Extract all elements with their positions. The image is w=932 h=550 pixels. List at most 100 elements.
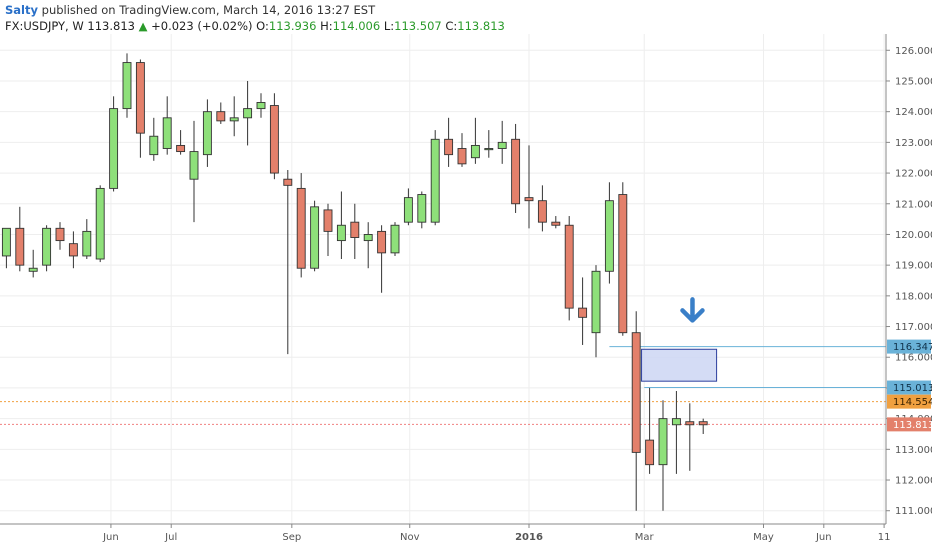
x-tick-label: Sep bbox=[282, 532, 301, 543]
candle-body bbox=[122, 62, 132, 110]
candle-body bbox=[176, 144, 186, 153]
candle-body bbox=[484, 148, 494, 151]
y-tick-label: 122.000 bbox=[895, 169, 932, 180]
x-tick-label: May bbox=[753, 532, 774, 543]
candle-body bbox=[149, 135, 159, 156]
candle-body bbox=[323, 209, 333, 232]
candle-body bbox=[524, 197, 534, 202]
candle-body bbox=[15, 227, 25, 266]
annotation-arrow bbox=[680, 297, 705, 323]
candle-body bbox=[618, 194, 628, 334]
candle-body bbox=[403, 197, 413, 223]
candle-body bbox=[698, 421, 708, 426]
candle-body bbox=[417, 194, 427, 223]
x-tick-label: 2016 bbox=[515, 532, 543, 543]
candle-body bbox=[671, 418, 681, 426]
price-tag-label: 115.013 bbox=[893, 383, 932, 394]
y-tick-label: 118.000 bbox=[895, 291, 932, 302]
candle-body bbox=[350, 221, 360, 238]
x-tick-label: Nov bbox=[400, 532, 420, 543]
candle-body bbox=[283, 178, 293, 186]
open-value: 113.936 bbox=[268, 19, 317, 33]
high-label: H: bbox=[320, 19, 333, 33]
candle-body bbox=[269, 105, 279, 174]
y-tick-label: 121.000 bbox=[895, 199, 932, 210]
candle-body bbox=[229, 117, 239, 122]
grid bbox=[0, 34, 886, 524]
price-tags: 116.347 115.013 114.554 113.813 bbox=[887, 339, 932, 432]
candle-body bbox=[216, 111, 226, 122]
y-tick-label: 123.000 bbox=[895, 138, 932, 149]
candle-body bbox=[109, 108, 119, 189]
candle-body bbox=[390, 224, 400, 254]
low-value: 113.507 bbox=[394, 19, 442, 33]
candle-body bbox=[363, 234, 373, 242]
x-tick-label: Jul bbox=[164, 532, 177, 543]
open-label: O: bbox=[256, 19, 269, 33]
candle-body bbox=[497, 141, 507, 149]
y-tick-label: 120.000 bbox=[895, 230, 932, 241]
price-tag-label: 114.554 bbox=[893, 397, 932, 408]
candle-body bbox=[511, 138, 521, 205]
candle-body bbox=[82, 230, 92, 257]
candle-body bbox=[564, 224, 574, 309]
candle-body bbox=[256, 102, 266, 110]
y-tick-label: 111.000 bbox=[895, 506, 932, 517]
candle-body bbox=[296, 187, 306, 269]
x-tick-label: Mar bbox=[635, 532, 655, 543]
y-tick-label: 116.000 bbox=[895, 353, 932, 364]
candle-body bbox=[202, 111, 212, 156]
candle-body bbox=[310, 206, 320, 269]
candle-body bbox=[162, 117, 172, 149]
y-tick-label: 119.000 bbox=[895, 261, 932, 272]
low-label: L: bbox=[383, 19, 395, 33]
close-value: 113.813 bbox=[457, 19, 505, 33]
candle-body bbox=[1, 227, 11, 257]
x-tick-label: Jun bbox=[102, 532, 119, 543]
supply-zone[interactable] bbox=[641, 348, 718, 382]
candle-body bbox=[444, 138, 454, 156]
symbol-label[interactable]: FX:USDJPY, W bbox=[5, 19, 84, 33]
close-label: C: bbox=[445, 19, 458, 33]
candle-body bbox=[631, 332, 641, 453]
y-tick-label: 113.000 bbox=[895, 445, 932, 456]
candle-body bbox=[243, 108, 253, 119]
last-price: 113.813 bbox=[87, 19, 135, 33]
candle-body bbox=[685, 421, 695, 426]
up-arrow-icon: ▲ bbox=[138, 19, 148, 33]
candle-body bbox=[457, 148, 467, 165]
zone-rectangle[interactable] bbox=[641, 348, 718, 382]
candle-body bbox=[377, 230, 387, 254]
price-tag-label: 113.813 bbox=[893, 420, 932, 431]
candle-body bbox=[42, 227, 52, 266]
price-levels bbox=[0, 346, 886, 425]
price-tag bbox=[887, 380, 931, 395]
candle-body bbox=[645, 439, 655, 466]
down-arrow-icon bbox=[680, 297, 705, 323]
publish-line: Salty published on TradingView.com, Marc… bbox=[5, 3, 375, 17]
author-name[interactable]: Salty bbox=[5, 3, 38, 17]
candle-body bbox=[551, 221, 561, 226]
candle-body bbox=[430, 138, 440, 223]
candles bbox=[1, 53, 708, 511]
candle-body bbox=[28, 267, 38, 272]
ohlc-line: FX:USDJPY, W 113.813 ▲ +0.023 (+0.02%) O… bbox=[5, 19, 505, 33]
y-tick-label: 117.000 bbox=[895, 322, 932, 333]
price-tag-label: 116.347 bbox=[893, 342, 932, 353]
y-tick-label: 112.000 bbox=[895, 476, 932, 487]
price-change: +0.023 (+0.02%) bbox=[151, 19, 253, 33]
x-tick-label: 11 bbox=[878, 532, 891, 543]
candle-body bbox=[578, 307, 588, 318]
candle-body bbox=[336, 224, 346, 242]
y-tick-label: 124.000 bbox=[895, 107, 932, 118]
candle-body bbox=[189, 151, 199, 180]
publish-info: published on TradingView.com, March 14, … bbox=[41, 3, 376, 17]
candle-body bbox=[591, 270, 601, 334]
chart-header: Salty published on TradingView.com, Marc… bbox=[3, 0, 903, 36]
high-value: 114.006 bbox=[332, 19, 381, 33]
candle-body bbox=[55, 227, 65, 242]
price-tag bbox=[887, 417, 931, 432]
price-tag bbox=[887, 394, 931, 409]
candle-body bbox=[604, 200, 614, 272]
